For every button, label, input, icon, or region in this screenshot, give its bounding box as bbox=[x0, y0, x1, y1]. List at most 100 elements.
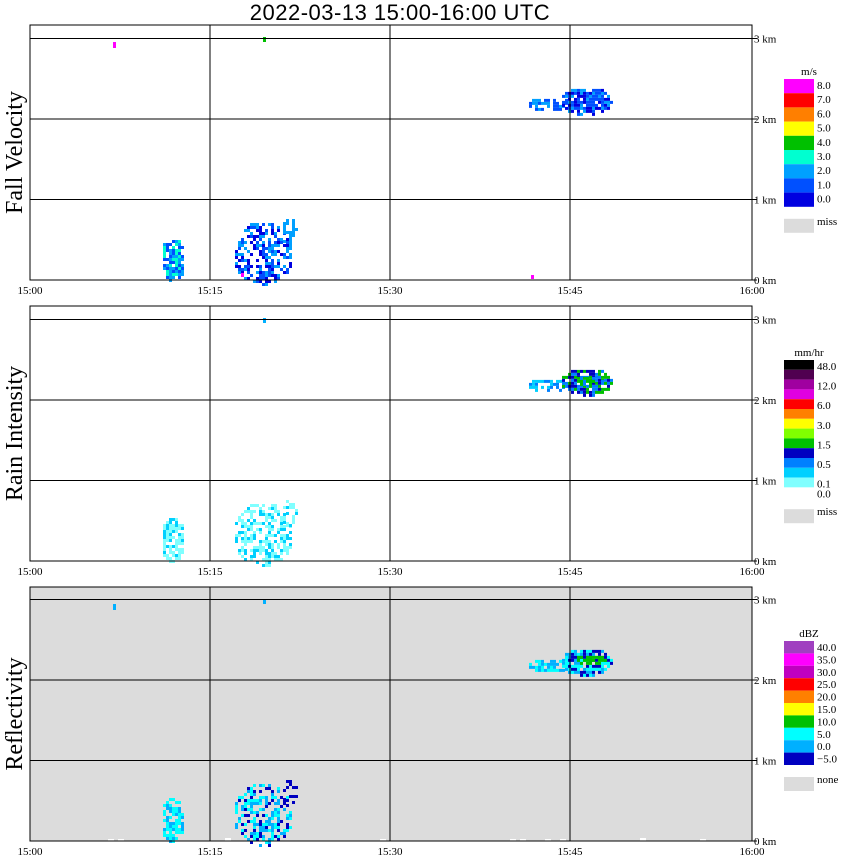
legend-swatch bbox=[784, 678, 814, 691]
legend: m/s8.0 7.0 6.0 5.0 4.0 3.0 2.0 1.0 0.0 miss bbox=[784, 66, 837, 233]
x-tick-label: 15:30 bbox=[377, 846, 403, 858]
legend: mm/hr 48.0 12.0 6.0 3.0 1.5 0.5 0.10.0 miss bbox=[784, 347, 837, 524]
legend-swatch bbox=[784, 690, 814, 703]
legend-label: 0.1 bbox=[817, 479, 831, 491]
legend-label: 30.0 bbox=[817, 667, 837, 679]
legend-swatch bbox=[784, 703, 814, 716]
plot-area bbox=[30, 25, 752, 280]
panel-1: 0 km 1 km 2 km 3 km 15:00 15:15 15:30 15:45 16:0… bbox=[2, 24, 837, 297]
legend-swatch bbox=[784, 641, 814, 654]
y-tick-label: 1 km bbox=[754, 756, 777, 768]
legend-label: 35.0 bbox=[817, 654, 837, 666]
legend-swatch bbox=[784, 477, 814, 488]
plot-frame bbox=[29, 305, 753, 562]
y-tick-label: 3 km bbox=[754, 595, 777, 607]
legend-miss-label: miss bbox=[817, 506, 837, 518]
legend-label: 25.0 bbox=[817, 679, 837, 691]
y-tick-label: 2 km bbox=[754, 114, 777, 126]
legend-swatch bbox=[784, 715, 814, 728]
legend-label: 5.0 bbox=[817, 123, 831, 135]
x-tick-label: 15:45 bbox=[557, 566, 583, 578]
legend-label: 0.0 bbox=[817, 741, 831, 753]
legend-label: 3.0 bbox=[817, 151, 831, 163]
legend-label: 0.5 bbox=[817, 459, 831, 471]
y-axis-label: Rain Intensity bbox=[2, 366, 28, 501]
legend-swatch bbox=[784, 369, 814, 380]
legend-swatch bbox=[784, 389, 814, 400]
legend-label: 6.0 bbox=[817, 400, 831, 412]
legend-unit: dBZ bbox=[799, 628, 819, 640]
legend-label: 20.0 bbox=[817, 692, 837, 704]
legend-label: 2.0 bbox=[817, 165, 831, 177]
legend-swatch bbox=[784, 752, 814, 765]
legend-swatch bbox=[784, 665, 814, 679]
legend-unit: m/s bbox=[801, 66, 817, 78]
legend-swatch bbox=[784, 178, 814, 193]
y-tick-label: 0 km bbox=[754, 836, 777, 848]
legend-swatch bbox=[784, 121, 814, 136]
panel-3: 0 km 1 km 2 km 3 km 15:00 15:15 15:30 15:45 16:0… bbox=[2, 586, 839, 858]
y-axis-label: Fall Velocity bbox=[2, 91, 28, 214]
legend-swatch bbox=[784, 79, 814, 94]
legend-miss-swatch bbox=[784, 218, 814, 233]
legend-swatch bbox=[784, 487, 814, 498]
x-tick-label: 15:15 bbox=[197, 846, 223, 858]
y-axis-label: Reflectivity bbox=[2, 657, 28, 770]
x-tick-label: 15:15 bbox=[197, 285, 223, 297]
legend-label: −5.0 bbox=[817, 754, 837, 766]
x-tick-label: 16:00 bbox=[739, 566, 765, 578]
legend-swatch bbox=[784, 150, 814, 165]
legend-swatch bbox=[784, 740, 814, 753]
legend-label: 8.0 bbox=[817, 80, 831, 92]
legend-unit: mm/hr bbox=[794, 347, 824, 359]
x-tick-label: 15:45 bbox=[557, 846, 583, 858]
legend-miss-swatch bbox=[784, 777, 814, 791]
legend-label: 0.0 bbox=[817, 488, 831, 500]
legend-label: 0.0 bbox=[817, 194, 831, 206]
legend-swatch bbox=[784, 418, 814, 429]
legend-label: 10.0 bbox=[817, 716, 837, 728]
x-tick-label: 15:15 bbox=[197, 566, 223, 578]
legend-label: 15.0 bbox=[817, 704, 837, 716]
y-tick-label: 1 km bbox=[754, 476, 777, 488]
legend-label: 5.0 bbox=[817, 729, 831, 741]
y-tick-label: 3 km bbox=[754, 34, 777, 46]
legend-swatch bbox=[784, 458, 814, 468]
plot-frame bbox=[29, 24, 753, 281]
x-tick-label: 15:00 bbox=[17, 846, 43, 858]
radar-echoes bbox=[108, 599, 706, 847]
legend-swatch bbox=[784, 192, 814, 207]
y-tick-label: 0 km bbox=[754, 275, 777, 287]
legend-swatch bbox=[784, 653, 814, 666]
legend-label: 12.0 bbox=[817, 381, 837, 393]
legend-swatch bbox=[784, 164, 814, 179]
x-tick-label: 16:00 bbox=[739, 846, 765, 858]
legend-swatch bbox=[784, 409, 814, 419]
legend-label: 6.0 bbox=[817, 108, 831, 120]
x-tick-label: 15:30 bbox=[377, 566, 403, 578]
legend-swatch bbox=[784, 399, 814, 409]
x-tick-label: 15:00 bbox=[17, 285, 43, 297]
legend-swatch bbox=[784, 93, 814, 108]
plot-area bbox=[30, 587, 752, 841]
legend-miss-label: none bbox=[817, 774, 839, 786]
legend-swatch bbox=[784, 448, 814, 458]
legend-swatch bbox=[784, 107, 814, 122]
legend-label: 48.0 bbox=[817, 361, 837, 373]
x-tick-label: 15:30 bbox=[377, 285, 403, 297]
legend-swatch bbox=[784, 727, 814, 741]
x-tick-label: 15:00 bbox=[17, 566, 43, 578]
plot-area bbox=[30, 306, 752, 561]
legend-label: 1.5 bbox=[817, 439, 831, 451]
plot-frame bbox=[29, 586, 753, 842]
y-tick-label: 1 km bbox=[754, 195, 777, 207]
legend-swatch bbox=[784, 379, 814, 390]
legend-label: 7.0 bbox=[817, 94, 831, 106]
y-tick-label: 2 km bbox=[754, 675, 777, 687]
y-tick-label: 3 km bbox=[754, 315, 777, 327]
legend-label: 40.0 bbox=[817, 642, 837, 654]
y-tick-label: 2 km bbox=[754, 395, 777, 407]
legend-label: 1.0 bbox=[817, 179, 831, 191]
panel-2: 0 km 1 km 2 km 3 km 15:00 15:15 15:30 15:45 16:0… bbox=[2, 305, 837, 578]
